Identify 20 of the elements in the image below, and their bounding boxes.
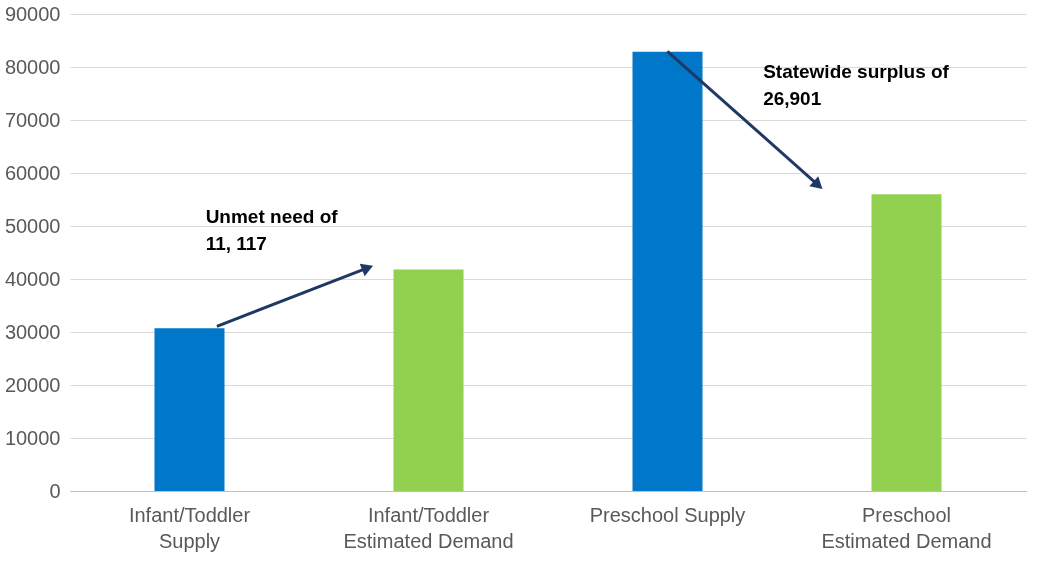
x-tick-label: Infant/Toddler Estimated Demand — [343, 503, 514, 552]
bar — [154, 328, 225, 491]
y-tick-label: 80000 — [4, 55, 61, 78]
y-tick-label: 20000 — [4, 373, 61, 396]
y-tick-label: 90000 — [4, 2, 61, 25]
bar — [871, 194, 942, 491]
y-tick-label: 30000 — [4, 320, 61, 343]
annotation: Unmet need of 11, 117 — [205, 205, 339, 254]
bar — [632, 51, 703, 491]
x-tick-label: Preschool Estimated Demand — [821, 503, 992, 552]
y-tick-label: 40000 — [4, 267, 61, 290]
y-tick-label: 50000 — [4, 214, 61, 237]
x-tick-label: Infant/Toddler Supply — [128, 503, 251, 552]
x-tick-label: Preschool Supply — [589, 503, 746, 526]
y-tick-label: 10000 — [4, 426, 61, 449]
annotation: Statewide surplus of 26,901 — [763, 61, 950, 110]
bar — [393, 269, 464, 491]
y-tick-label: 70000 — [4, 108, 61, 131]
y-tick-label: 60000 — [4, 161, 61, 184]
y-tick-label: 0 — [49, 479, 61, 502]
